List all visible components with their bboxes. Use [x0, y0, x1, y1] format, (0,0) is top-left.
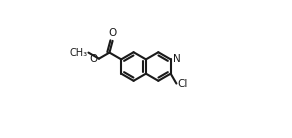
Text: N: N [173, 54, 181, 64]
Text: O: O [89, 54, 98, 64]
Text: CH₃: CH₃ [69, 48, 87, 58]
Text: O: O [109, 28, 117, 38]
Text: Cl: Cl [178, 79, 188, 89]
